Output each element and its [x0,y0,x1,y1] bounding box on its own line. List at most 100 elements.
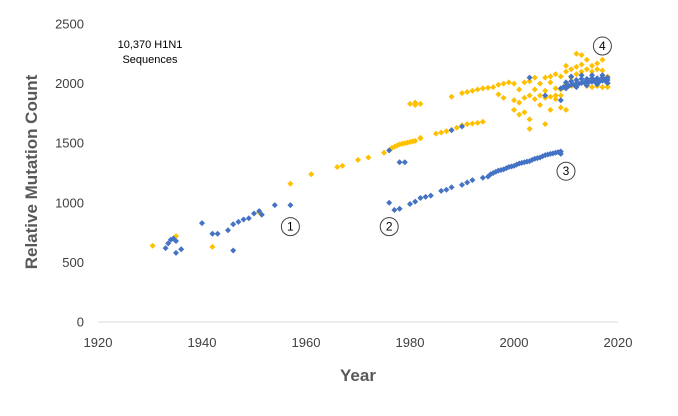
orange-data-point [412,137,419,144]
blue-data-point [412,198,419,205]
orange-data-point [339,162,346,169]
orange-data-point [511,106,517,113]
orange-data-point [495,91,502,98]
blue-data-point [230,247,237,254]
blue-data-point [271,202,278,209]
blue-data-point [459,123,465,130]
orange-data-point [417,134,424,141]
blue-data-point [459,181,465,188]
orange-data-point [526,125,533,132]
blue-data-point [396,159,403,166]
orange-data-point [417,100,424,107]
orange-data-point [407,100,413,107]
orange-data-point [531,96,538,103]
orange-data-point [469,120,476,127]
blue-data-point [235,218,242,225]
blue-data-point [594,81,601,88]
y-tick-label: 2500 [55,17,84,32]
blue-data-point [578,75,585,82]
orange-data-point [547,79,554,86]
orange-data-point [531,74,538,81]
orange-data-point [599,56,606,63]
y-tick-label: 0 [77,315,84,330]
orange-data-point [563,62,569,69]
orange-data-point [516,111,523,118]
orange-data-point [459,90,465,97]
blue-data-point [165,240,172,247]
callout-marker-1: 1 [280,217,300,237]
orange-data-point [547,93,554,100]
orange-data-point [516,86,523,93]
y-tick-label: 500 [62,255,84,270]
blue-data-point [568,73,575,80]
orange-data-point [557,73,564,80]
orange-data-point [209,243,216,250]
blue-data-point [557,150,564,157]
orange-data-point [526,78,533,85]
x-tick-label: 1920 [84,335,113,350]
blue-data-point [422,193,429,200]
blue-data-point [396,205,403,212]
sequence-label-annotation: Sequences [122,54,178,66]
blue-data-point [469,177,476,184]
x-tick-label: 1940 [188,335,217,350]
x-tick-label: 1980 [396,335,425,350]
orange-data-point [521,79,528,86]
orange-data-point [547,106,554,113]
blue-data-point [173,237,179,244]
orange-data-point [589,68,595,75]
blue-data-point [438,187,445,194]
orange-data-point [537,102,543,109]
orange-data-point [568,66,575,73]
orange-data-point [474,119,481,126]
blue-data-point [162,245,169,252]
orange-data-point [526,92,533,99]
orange-data-point [578,68,585,75]
blue-data-point [443,186,450,193]
callout-label: 4 [599,39,606,53]
orange-data-point [474,86,481,93]
orange-data-point [604,84,611,91]
orange-data-point [365,154,372,161]
orange-data-point [149,242,156,249]
callout-circle [556,161,576,181]
callout-marker-2: 2 [379,217,399,237]
orange-data-point [573,50,580,57]
orange-data-point [557,104,564,111]
orange-data-point [485,84,491,91]
orange-data-point [537,80,543,87]
blue-data-point [209,230,216,237]
blue-data-point [594,75,601,82]
x-axis-title: Year [340,366,376,385]
orange-data-point [589,84,595,91]
blue-data-point [526,74,533,81]
callout-marker-3: 3 [556,161,576,181]
orange-data-point [511,80,517,87]
orange-data-point [552,85,559,92]
blue-data-point [386,199,393,206]
orange-data-point [557,92,564,99]
blue-data-point [573,77,580,84]
orange-data-point [563,106,569,113]
orange-data-point [552,71,559,78]
orange-data-point [479,85,486,92]
blue-data-point [214,230,221,237]
blue-data-point [427,192,434,199]
blue-data-point [568,78,575,85]
orange-data-point [594,66,601,73]
blue-data-point [604,74,611,81]
orange-data-point [573,71,580,78]
callout-circle [280,217,300,237]
callout-circle [592,36,612,56]
orange-data-point [542,87,549,94]
orange-data-point [495,81,502,88]
orange-data-point [469,87,476,94]
callout-label: 3 [563,164,570,178]
x-tick-label: 1960 [292,335,321,350]
orange-data-point [500,80,507,87]
orange-data-point [505,79,512,86]
blue-data-point [448,184,455,191]
blue-data-point [583,75,590,82]
y-axis-title: Relative Mutation Count [22,74,41,269]
